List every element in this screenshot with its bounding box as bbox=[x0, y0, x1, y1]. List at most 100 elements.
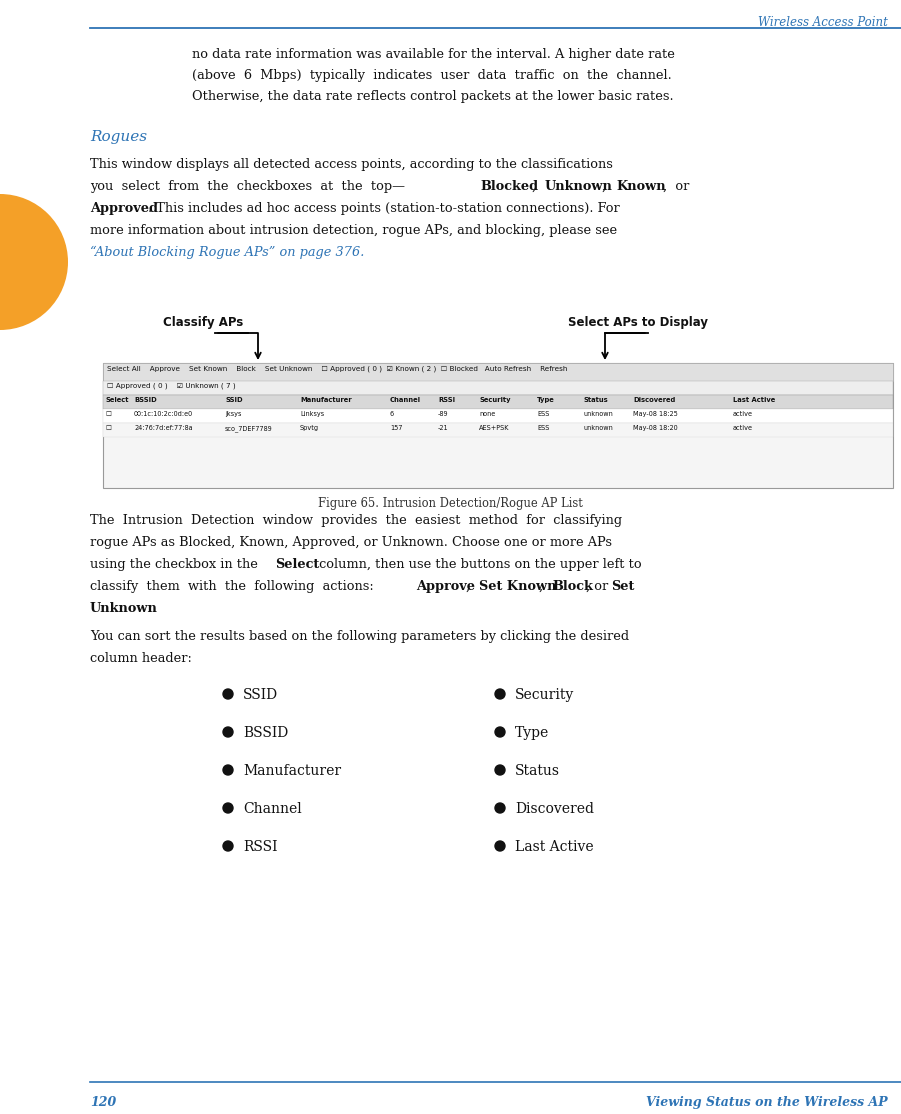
Circle shape bbox=[495, 765, 505, 775]
Text: Select: Select bbox=[275, 558, 319, 571]
Text: May-08 18:20: May-08 18:20 bbox=[633, 426, 678, 431]
Text: ,: , bbox=[539, 580, 551, 593]
Text: 120: 120 bbox=[90, 1096, 116, 1110]
Text: Status: Status bbox=[515, 764, 560, 778]
Text: Manufacturer: Manufacturer bbox=[300, 397, 351, 403]
Text: (above  6  Mbps)  typically  indicates  user  data  traffic  on  the  channel.: (above 6 Mbps) typically indicates user … bbox=[192, 69, 672, 82]
Text: ☐: ☐ bbox=[105, 411, 111, 417]
Text: RSSI: RSSI bbox=[243, 840, 278, 854]
Text: more information about intrusion detection, rogue APs, and blocking, please see: more information about intrusion detecti… bbox=[90, 224, 617, 237]
Text: ☐ Approved ( 0 )    ☑ Unknown ( 7 ): ☐ Approved ( 0 ) ☑ Unknown ( 7 ) bbox=[107, 382, 236, 389]
Text: .: . bbox=[148, 602, 152, 615]
Circle shape bbox=[223, 765, 233, 775]
Text: unknown: unknown bbox=[583, 426, 613, 431]
Text: Select APs to Display: Select APs to Display bbox=[568, 316, 708, 329]
Circle shape bbox=[223, 688, 233, 698]
Text: Viewing Status on the Wireless AP: Viewing Status on the Wireless AP bbox=[646, 1096, 888, 1110]
Text: ,: , bbox=[602, 180, 614, 193]
Bar bbox=[103, 423, 893, 437]
Text: “About Blocking Rogue APs” on page 376.: “About Blocking Rogue APs” on page 376. bbox=[90, 246, 364, 260]
Text: none: none bbox=[479, 411, 496, 417]
Wedge shape bbox=[0, 194, 68, 330]
Text: 157: 157 bbox=[390, 426, 403, 431]
Text: Classify APs: Classify APs bbox=[163, 316, 243, 329]
Circle shape bbox=[223, 803, 233, 813]
Text: Status: Status bbox=[583, 397, 608, 403]
Text: ,: , bbox=[466, 580, 478, 593]
Text: Figure 65. Intrusion Detection/Rogue AP List: Figure 65. Intrusion Detection/Rogue AP … bbox=[318, 497, 583, 510]
Text: active: active bbox=[733, 426, 753, 431]
Text: sco_7DEF7789: sco_7DEF7789 bbox=[225, 426, 273, 432]
Text: Known: Known bbox=[616, 180, 666, 193]
Text: , or: , or bbox=[586, 580, 613, 593]
Bar bbox=[103, 363, 893, 381]
Text: Manufacturer: Manufacturer bbox=[243, 764, 341, 778]
Text: ESS: ESS bbox=[537, 411, 550, 417]
Circle shape bbox=[223, 841, 233, 851]
Text: rogue APs as Blocked, Known, Approved, or Unknown. Choose one or more APs: rogue APs as Blocked, Known, Approved, o… bbox=[90, 536, 612, 549]
Text: Select: Select bbox=[105, 397, 129, 403]
Text: 6: 6 bbox=[390, 411, 394, 417]
Text: ☐: ☐ bbox=[105, 426, 111, 431]
Text: Channel: Channel bbox=[243, 802, 302, 815]
Text: Approve: Approve bbox=[416, 580, 475, 593]
Bar bbox=[103, 409, 893, 423]
Text: You can sort the results based on the following parameters by clicking the desir: You can sort the results based on the fo… bbox=[90, 631, 629, 643]
Text: Blocked: Blocked bbox=[480, 180, 538, 193]
Text: ,: , bbox=[532, 180, 544, 193]
Text: column header:: column header: bbox=[90, 652, 192, 665]
Text: ,  or: , or bbox=[663, 180, 689, 193]
Text: The  Intrusion  Detection  window  provides  the  easiest  method  for  classify: The Intrusion Detection window provides … bbox=[90, 514, 622, 527]
Text: Wireless Access Point: Wireless Access Point bbox=[758, 16, 888, 29]
Text: Security: Security bbox=[479, 397, 511, 403]
Text: you  select  from  the  checkboxes  at  the  top—: you select from the checkboxes at the to… bbox=[90, 180, 405, 193]
Text: Security: Security bbox=[515, 688, 574, 702]
Text: Set: Set bbox=[611, 580, 634, 593]
Circle shape bbox=[495, 688, 505, 698]
Text: Type: Type bbox=[515, 726, 550, 740]
Text: 00:1c:10:2c:0d:e0: 00:1c:10:2c:0d:e0 bbox=[134, 411, 193, 417]
Text: column, then use the buttons on the upper left to: column, then use the buttons on the uppe… bbox=[315, 558, 642, 571]
Text: This window displays all detected access points, according to the classification: This window displays all detected access… bbox=[90, 158, 613, 172]
Text: SSID: SSID bbox=[243, 688, 278, 702]
Text: Discovered: Discovered bbox=[633, 397, 675, 403]
Text: ESS: ESS bbox=[537, 426, 550, 431]
Text: -89: -89 bbox=[438, 411, 449, 417]
Text: Block: Block bbox=[552, 580, 593, 593]
Bar bbox=[103, 381, 893, 395]
Bar bbox=[103, 363, 893, 488]
Circle shape bbox=[495, 841, 505, 851]
Text: using the checkbox in the: using the checkbox in the bbox=[90, 558, 262, 571]
Circle shape bbox=[495, 803, 505, 813]
Text: classify  them  with  the  following  actions:: classify them with the following actions… bbox=[90, 580, 378, 593]
Text: BSSID: BSSID bbox=[134, 397, 157, 403]
Text: AES+PSK: AES+PSK bbox=[479, 426, 509, 431]
Text: SSID: SSID bbox=[225, 397, 242, 403]
Text: Rogues: Rogues bbox=[90, 130, 147, 144]
Bar bbox=[103, 395, 893, 409]
Text: Select All    Approve    Set Known    Block    Set Unknown    ☐ Approved ( 0 )  : Select All Approve Set Known Block Set U… bbox=[107, 365, 568, 371]
Text: -21: -21 bbox=[438, 426, 449, 431]
Text: Otherwise, the data rate reflects control packets at the lower basic rates.: Otherwise, the data rate reflects contro… bbox=[192, 90, 674, 102]
Text: . This includes ad hoc access points (station-to-station connections). For: . This includes ad hoc access points (st… bbox=[148, 202, 620, 215]
Circle shape bbox=[495, 727, 505, 737]
Text: Unknown: Unknown bbox=[90, 602, 158, 615]
Text: BSSID: BSSID bbox=[243, 726, 288, 740]
Text: Unknown: Unknown bbox=[545, 180, 613, 193]
Text: Last Active: Last Active bbox=[515, 840, 594, 854]
Text: Discovered: Discovered bbox=[515, 802, 594, 815]
Text: Channel: Channel bbox=[390, 397, 421, 403]
Text: Type: Type bbox=[537, 397, 555, 403]
Text: Spvtg: Spvtg bbox=[300, 426, 319, 431]
Text: Last Active: Last Active bbox=[733, 397, 775, 403]
Circle shape bbox=[223, 727, 233, 737]
Text: 24:76:7d:ef:77:8a: 24:76:7d:ef:77:8a bbox=[134, 426, 193, 431]
Text: no data rate information was available for the interval. A higher date rate: no data rate information was available f… bbox=[192, 48, 675, 61]
Text: Approved: Approved bbox=[90, 202, 158, 215]
Text: unknown: unknown bbox=[583, 411, 613, 417]
Text: active: active bbox=[733, 411, 753, 417]
Text: Set Known: Set Known bbox=[479, 580, 557, 593]
Text: Linksys: Linksys bbox=[300, 411, 324, 417]
Text: jksys: jksys bbox=[225, 411, 241, 417]
Text: May-08 18:25: May-08 18:25 bbox=[633, 411, 678, 417]
